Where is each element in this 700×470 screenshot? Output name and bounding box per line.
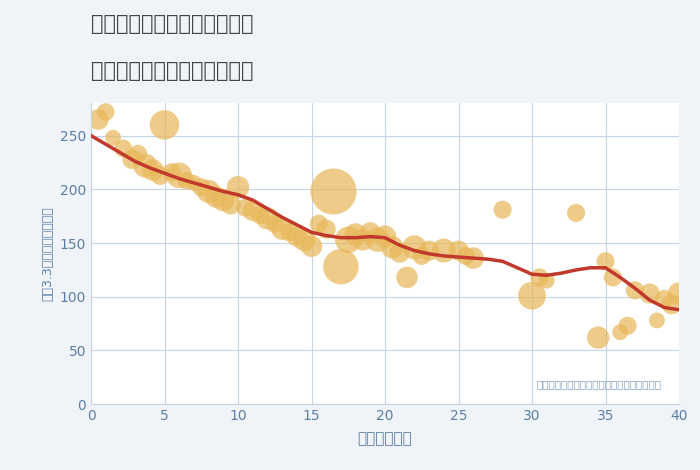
Point [608,274,619,281]
Point [629,287,641,294]
Point [155,172,166,179]
Point [118,145,129,152]
Point [409,243,420,251]
Point [659,295,670,303]
Point [232,183,244,191]
Point [225,201,237,208]
Point [424,247,435,254]
Point [652,317,663,324]
Point [127,156,138,163]
Point [276,225,288,233]
Point [438,247,449,254]
Point [386,243,398,251]
Point [394,249,405,257]
Text: 円の大きさは、取引のあった物件面積を示す: 円の大きさは、取引のあった物件面積を示す [536,379,662,389]
Point [335,263,346,270]
Point [159,121,170,129]
Point [284,228,295,236]
Point [497,206,508,213]
Point [644,290,655,298]
Point [306,243,317,250]
Point [358,236,369,243]
Point [468,254,479,262]
Point [314,220,325,227]
Point [195,183,207,191]
Point [298,236,309,243]
Point [541,277,552,284]
Point [262,215,273,222]
Text: 神奈川県横浜市中区根岸旭台: 神奈川県横浜市中区根岸旭台 [91,14,253,34]
Text: 築年数別中古マンション価格: 築年数別中古マンション価格 [91,61,253,81]
X-axis label: 築年数（年）: 築年数（年） [358,431,412,446]
Point [174,172,185,179]
Point [167,168,178,176]
Point [365,228,376,236]
Point [100,108,111,116]
Point [666,300,678,308]
Point [140,162,151,170]
Point [321,225,332,233]
Point [453,247,464,254]
Point [291,233,302,240]
Point [402,274,413,281]
Point [416,252,427,260]
Point [622,322,634,329]
Point [188,179,199,187]
Point [379,233,391,240]
Point [218,196,229,204]
Point [92,116,104,123]
Point [328,188,340,195]
Point [372,236,384,243]
Point [600,258,611,265]
Point [526,292,538,299]
Point [534,274,545,281]
Point [132,150,144,157]
Point [269,220,280,227]
Y-axis label: 坪（3.3㎡）単価（万円）: 坪（3.3㎡）単価（万円） [41,206,54,301]
Point [593,334,604,341]
Point [461,252,472,260]
Point [239,204,251,212]
Point [350,231,361,238]
Point [255,212,266,219]
Point [615,329,626,336]
Point [343,236,354,243]
Point [673,290,685,298]
Point [203,188,214,195]
Point [570,209,582,217]
Point [247,207,258,215]
Point [108,134,119,141]
Point [181,177,192,185]
Point [210,193,221,201]
Point [147,166,158,174]
